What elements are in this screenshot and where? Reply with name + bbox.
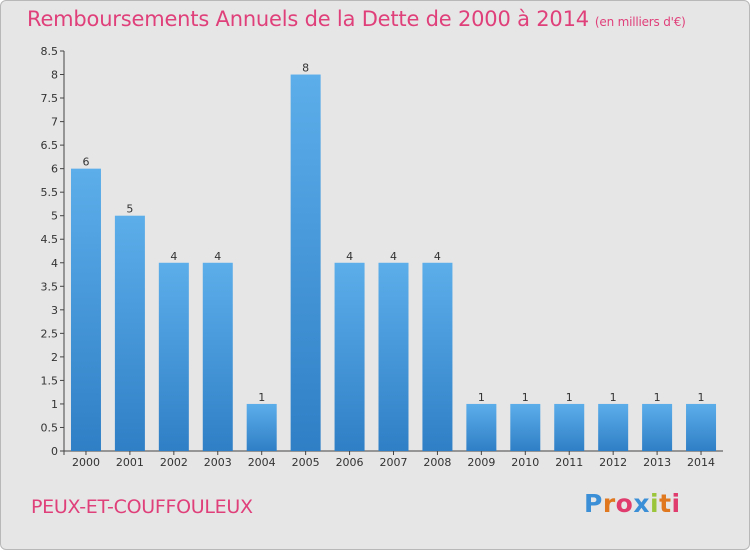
y-tick-label: 6.5 <box>41 139 59 152</box>
data-label: 4 <box>346 250 353 263</box>
x-tick-label: 2001 <box>116 456 144 469</box>
y-tick-label: 2.5 <box>41 327 59 340</box>
data-label: 1 <box>478 391 485 404</box>
data-label: 1 <box>654 391 661 404</box>
data-label: 4 <box>214 250 221 263</box>
data-label: 1 <box>258 391 265 404</box>
bar <box>422 262 453 451</box>
chart-title-text: Remboursements Annuels de la Dette de 20… <box>27 7 589 31</box>
logo-letter: i <box>671 489 681 518</box>
y-tick-label: 1 <box>51 398 58 411</box>
x-tick-label: 2005 <box>292 456 320 469</box>
data-label: 1 <box>566 391 573 404</box>
y-tick-label: 0.5 <box>41 421 59 434</box>
data-label: 8 <box>302 62 309 75</box>
x-tick-label: 2014 <box>687 456 715 469</box>
bar <box>202 262 233 451</box>
bar <box>70 168 101 451</box>
data-label: 6 <box>82 156 89 169</box>
bar <box>290 74 321 451</box>
bar <box>158 262 189 451</box>
y-tick-label: 6 <box>51 163 58 176</box>
bar <box>466 403 497 451</box>
x-tick-label: 2008 <box>423 456 451 469</box>
data-label: 5 <box>126 203 133 216</box>
logo-letter: r <box>602 489 616 518</box>
y-tick-label: 4.5 <box>41 233 59 246</box>
logo-letter: x <box>633 489 650 518</box>
data-label: 4 <box>170 250 177 263</box>
x-tick-label: 2007 <box>380 456 408 469</box>
bar <box>642 403 673 451</box>
x-tick-label: 2010 <box>511 456 539 469</box>
x-tick-label: 2006 <box>336 456 364 469</box>
chart-unit: (en milliers d'€) <box>594 15 686 29</box>
chart-title: Remboursements Annuels de la Dette de 20… <box>27 7 686 31</box>
y-tick-label: 2 <box>51 351 58 364</box>
data-label: 1 <box>522 391 529 404</box>
bar <box>334 262 365 451</box>
bar <box>686 403 717 451</box>
logo-letter: P <box>584 489 603 518</box>
bar <box>246 403 277 451</box>
y-tick-label: 7 <box>51 116 58 129</box>
bar <box>598 403 629 451</box>
commune-name: PEUX-ET-COUFFOULEUX <box>31 496 253 518</box>
x-tick-label: 2004 <box>248 456 276 469</box>
x-tick-label: 2009 <box>467 456 495 469</box>
y-tick-label: 3.5 <box>41 280 59 293</box>
y-tick-label: 3 <box>51 304 58 317</box>
data-label: 4 <box>390 250 397 263</box>
y-tick-label: 0 <box>51 445 58 458</box>
x-tick-label: 2012 <box>599 456 627 469</box>
y-tick-label: 1.5 <box>41 374 59 387</box>
y-tick-label: 5.5 <box>41 186 59 199</box>
x-tick-label: 2013 <box>643 456 671 469</box>
y-tick-label: 5 <box>51 210 58 223</box>
proxiti-logo: Proxiti <box>584 489 681 518</box>
logo-letter: i <box>650 489 660 518</box>
x-tick-label: 2003 <box>204 456 232 469</box>
data-label: 4 <box>434 250 441 263</box>
y-tick-label: 8 <box>51 69 58 82</box>
data-label: 1 <box>698 391 705 404</box>
bar <box>510 403 541 451</box>
y-tick-label: 4 <box>51 257 58 270</box>
bar <box>114 215 145 451</box>
x-tick-label: 2011 <box>555 456 583 469</box>
y-tick-label: 7.5 <box>41 92 59 105</box>
x-tick-label: 2000 <box>72 456 100 469</box>
bar <box>554 403 585 451</box>
bar <box>378 262 409 451</box>
data-label: 1 <box>610 391 617 404</box>
logo-letter: t <box>659 489 672 518</box>
y-tick-label: 8.5 <box>41 45 59 58</box>
x-tick-label: 2002 <box>160 456 188 469</box>
logo-letter: o <box>615 489 634 518</box>
